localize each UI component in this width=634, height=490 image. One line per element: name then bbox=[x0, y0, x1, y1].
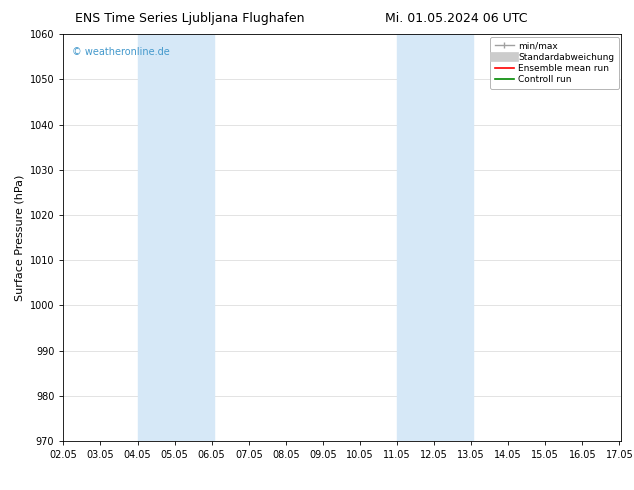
Y-axis label: Surface Pressure (hPa): Surface Pressure (hPa) bbox=[14, 174, 24, 301]
Legend: min/max, Standardabweichung, Ensemble mean run, Controll run: min/max, Standardabweichung, Ensemble me… bbox=[490, 37, 619, 89]
Bar bbox=[397, 34, 473, 441]
Text: Mi. 01.05.2024 06 UTC: Mi. 01.05.2024 06 UTC bbox=[385, 12, 527, 25]
Text: © weatheronline.de: © weatheronline.de bbox=[72, 47, 169, 56]
Bar bbox=[138, 34, 214, 441]
Text: ENS Time Series Ljubljana Flughafen: ENS Time Series Ljubljana Flughafen bbox=[75, 12, 305, 25]
